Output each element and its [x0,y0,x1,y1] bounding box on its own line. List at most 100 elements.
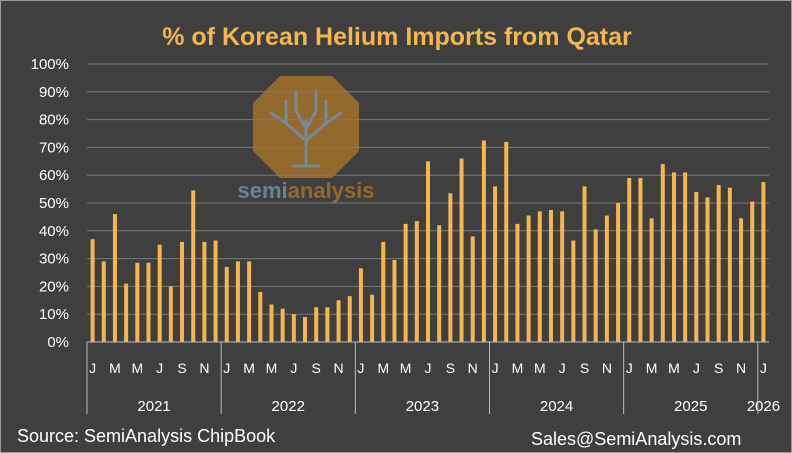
bar [258,291,263,342]
bar [593,229,598,342]
month-tick-label: M [646,360,658,376]
year-label: 2022 [272,398,305,415]
month-tick-label: N [333,360,343,376]
month-tick-label: M [668,360,680,376]
month-tick-label: N [736,360,746,376]
month-tick-label: M [512,360,524,376]
year-label: 2021 [137,398,170,415]
bar [358,268,363,342]
bar [180,241,185,342]
month-tick-label: J [760,360,767,376]
watermark-text: semianalysis [238,178,375,203]
month-tick-label: M [377,360,389,376]
bar [604,215,609,342]
bar [213,240,218,342]
bar [470,236,475,342]
month-tick-label: N [468,360,478,376]
month-tick-label: J [626,360,633,376]
bar [582,186,587,342]
bar [314,307,319,342]
bar [705,197,710,342]
source-note: Source: SemiAnalysis ChipBook [17,426,276,446]
tree-logo-icon [269,89,343,168]
month-tick-label: J [492,360,499,376]
bar [548,209,553,342]
contact-email: Sales@SemiAnalysis.com [531,429,742,449]
year-label: 2024 [540,398,573,415]
bar [403,223,408,342]
bar [414,221,419,342]
month-tick-label: S [580,360,589,376]
bar [571,240,576,342]
bar [146,262,151,342]
year-label: 2023 [406,398,439,415]
bar [504,141,509,342]
month-tick-label: S [714,360,723,376]
month-tick-label: J [89,360,96,376]
bar [247,261,252,342]
bar [459,158,464,342]
bar [381,241,386,342]
bar [135,262,140,342]
month-tick-label: J [156,360,163,376]
bar [481,140,486,342]
year-label: 2026 [747,398,780,415]
month-tick-label: M [400,360,412,376]
bar [303,316,308,342]
y-tick-label: 50% [39,195,69,212]
month-tick-label: S [446,360,455,376]
bar [112,214,117,342]
bar [627,177,632,342]
bar [515,223,520,342]
bar [437,225,442,342]
bar [526,215,531,342]
bar [280,308,285,342]
bar [336,300,341,342]
bar [761,182,766,342]
month-tick-label: M [534,360,546,376]
bar [750,201,755,342]
bar [101,261,106,342]
y-tick-label: 90% [39,84,69,101]
month-tick-label: J [559,360,566,376]
bar [649,218,654,342]
month-tick-label: M [131,360,143,376]
month-tick-label: M [109,360,121,376]
bar [90,239,95,342]
bar [727,187,732,342]
bar [671,172,676,342]
y-tick-label: 40% [39,223,69,240]
bar [739,218,744,342]
bar [291,314,296,342]
bar [202,241,207,342]
bar [638,177,643,342]
bar [224,266,229,342]
month-tick-label: J [425,360,432,376]
bar [716,184,721,342]
y-tick-label: 100% [31,56,69,73]
chart-title: % of Korean Helium Imports from Qatar [162,23,632,51]
y-tick-label: 60% [39,167,69,184]
bar [560,211,565,342]
bar [392,259,397,342]
month-tick-label: S [177,360,186,376]
bar [660,164,665,342]
bar [157,244,162,342]
y-tick-label: 0% [47,334,69,351]
y-tick-label: 70% [39,139,69,156]
y-tick-label: 20% [39,278,69,295]
bar [537,211,542,342]
y-tick-label: 80% [39,112,69,129]
bar [370,294,375,342]
y-tick-label: 30% [39,251,69,268]
month-tick-label: N [602,360,612,376]
bar [448,193,453,342]
month-tick-label: J [357,360,364,376]
bar [347,296,352,342]
bar [191,190,196,342]
bar [269,304,274,342]
year-label: 2025 [674,398,707,415]
y-tick-label: 10% [39,306,69,323]
